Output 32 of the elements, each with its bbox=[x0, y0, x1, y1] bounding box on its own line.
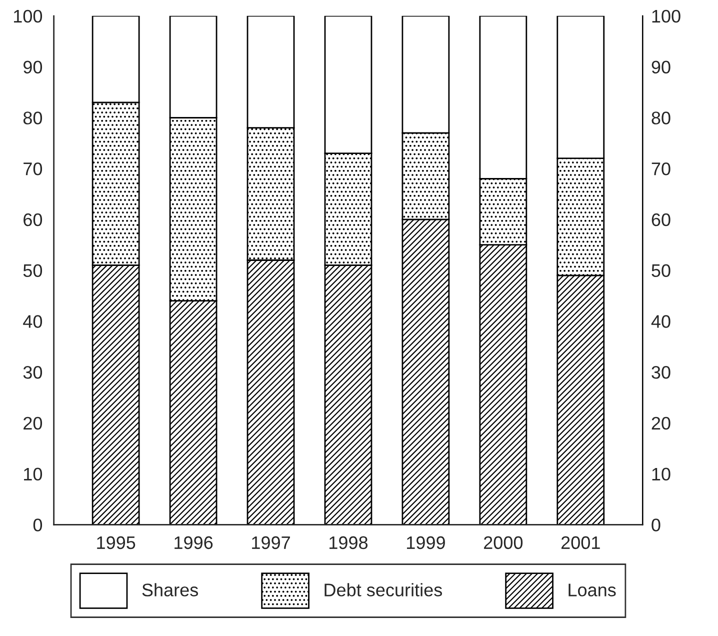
x-tick-label: 1996 bbox=[174, 536, 213, 550]
x-tick-label: 1999 bbox=[406, 536, 445, 550]
legend-label: Debt securities bbox=[324, 583, 442, 596]
y-tick-label: 0 bbox=[33, 518, 42, 532]
y2-tick-label: 60 bbox=[652, 213, 670, 226]
y-tick-label: 70 bbox=[24, 162, 42, 176]
x-tick-label: 1998 bbox=[330, 536, 368, 550]
y2-tick-label: 20 bbox=[652, 416, 670, 430]
y2-tick-label: 0 bbox=[652, 518, 660, 532]
y2-tick-label: 40 bbox=[651, 315, 670, 328]
y2-tick-label: 80 bbox=[652, 112, 670, 124]
legend-label: Loans bbox=[568, 584, 616, 596]
y2-tick-label: 30 bbox=[652, 366, 670, 379]
x-tick-label: 1997 bbox=[252, 536, 290, 550]
y-tick-label: 50 bbox=[23, 264, 42, 278]
x-tick-label: 1995 bbox=[97, 536, 136, 550]
x-tick-label: 2001 bbox=[561, 536, 600, 550]
y-tick-label: 20 bbox=[24, 416, 42, 430]
y2-tick-label: 100 bbox=[652, 10, 680, 23]
y-tick-label: 60 bbox=[24, 213, 42, 226]
y-tick-label: 40 bbox=[23, 315, 42, 328]
y2-tick-label: 90 bbox=[652, 60, 670, 74]
y2-tick-label: 70 bbox=[652, 162, 670, 176]
y-tick-label: 90 bbox=[24, 60, 42, 74]
legend-label: Shares bbox=[142, 583, 198, 596]
y-tick-label: 30 bbox=[23, 366, 42, 379]
y-tick-label: 10 bbox=[24, 468, 42, 481]
x-tick-label: 2000 bbox=[484, 536, 523, 550]
y-tick-label: 80 bbox=[23, 112, 42, 124]
y2-tick-label: 10 bbox=[652, 468, 670, 481]
y-tick-label: 100 bbox=[14, 10, 42, 23]
y2-tick-label: 50 bbox=[652, 264, 670, 278]
